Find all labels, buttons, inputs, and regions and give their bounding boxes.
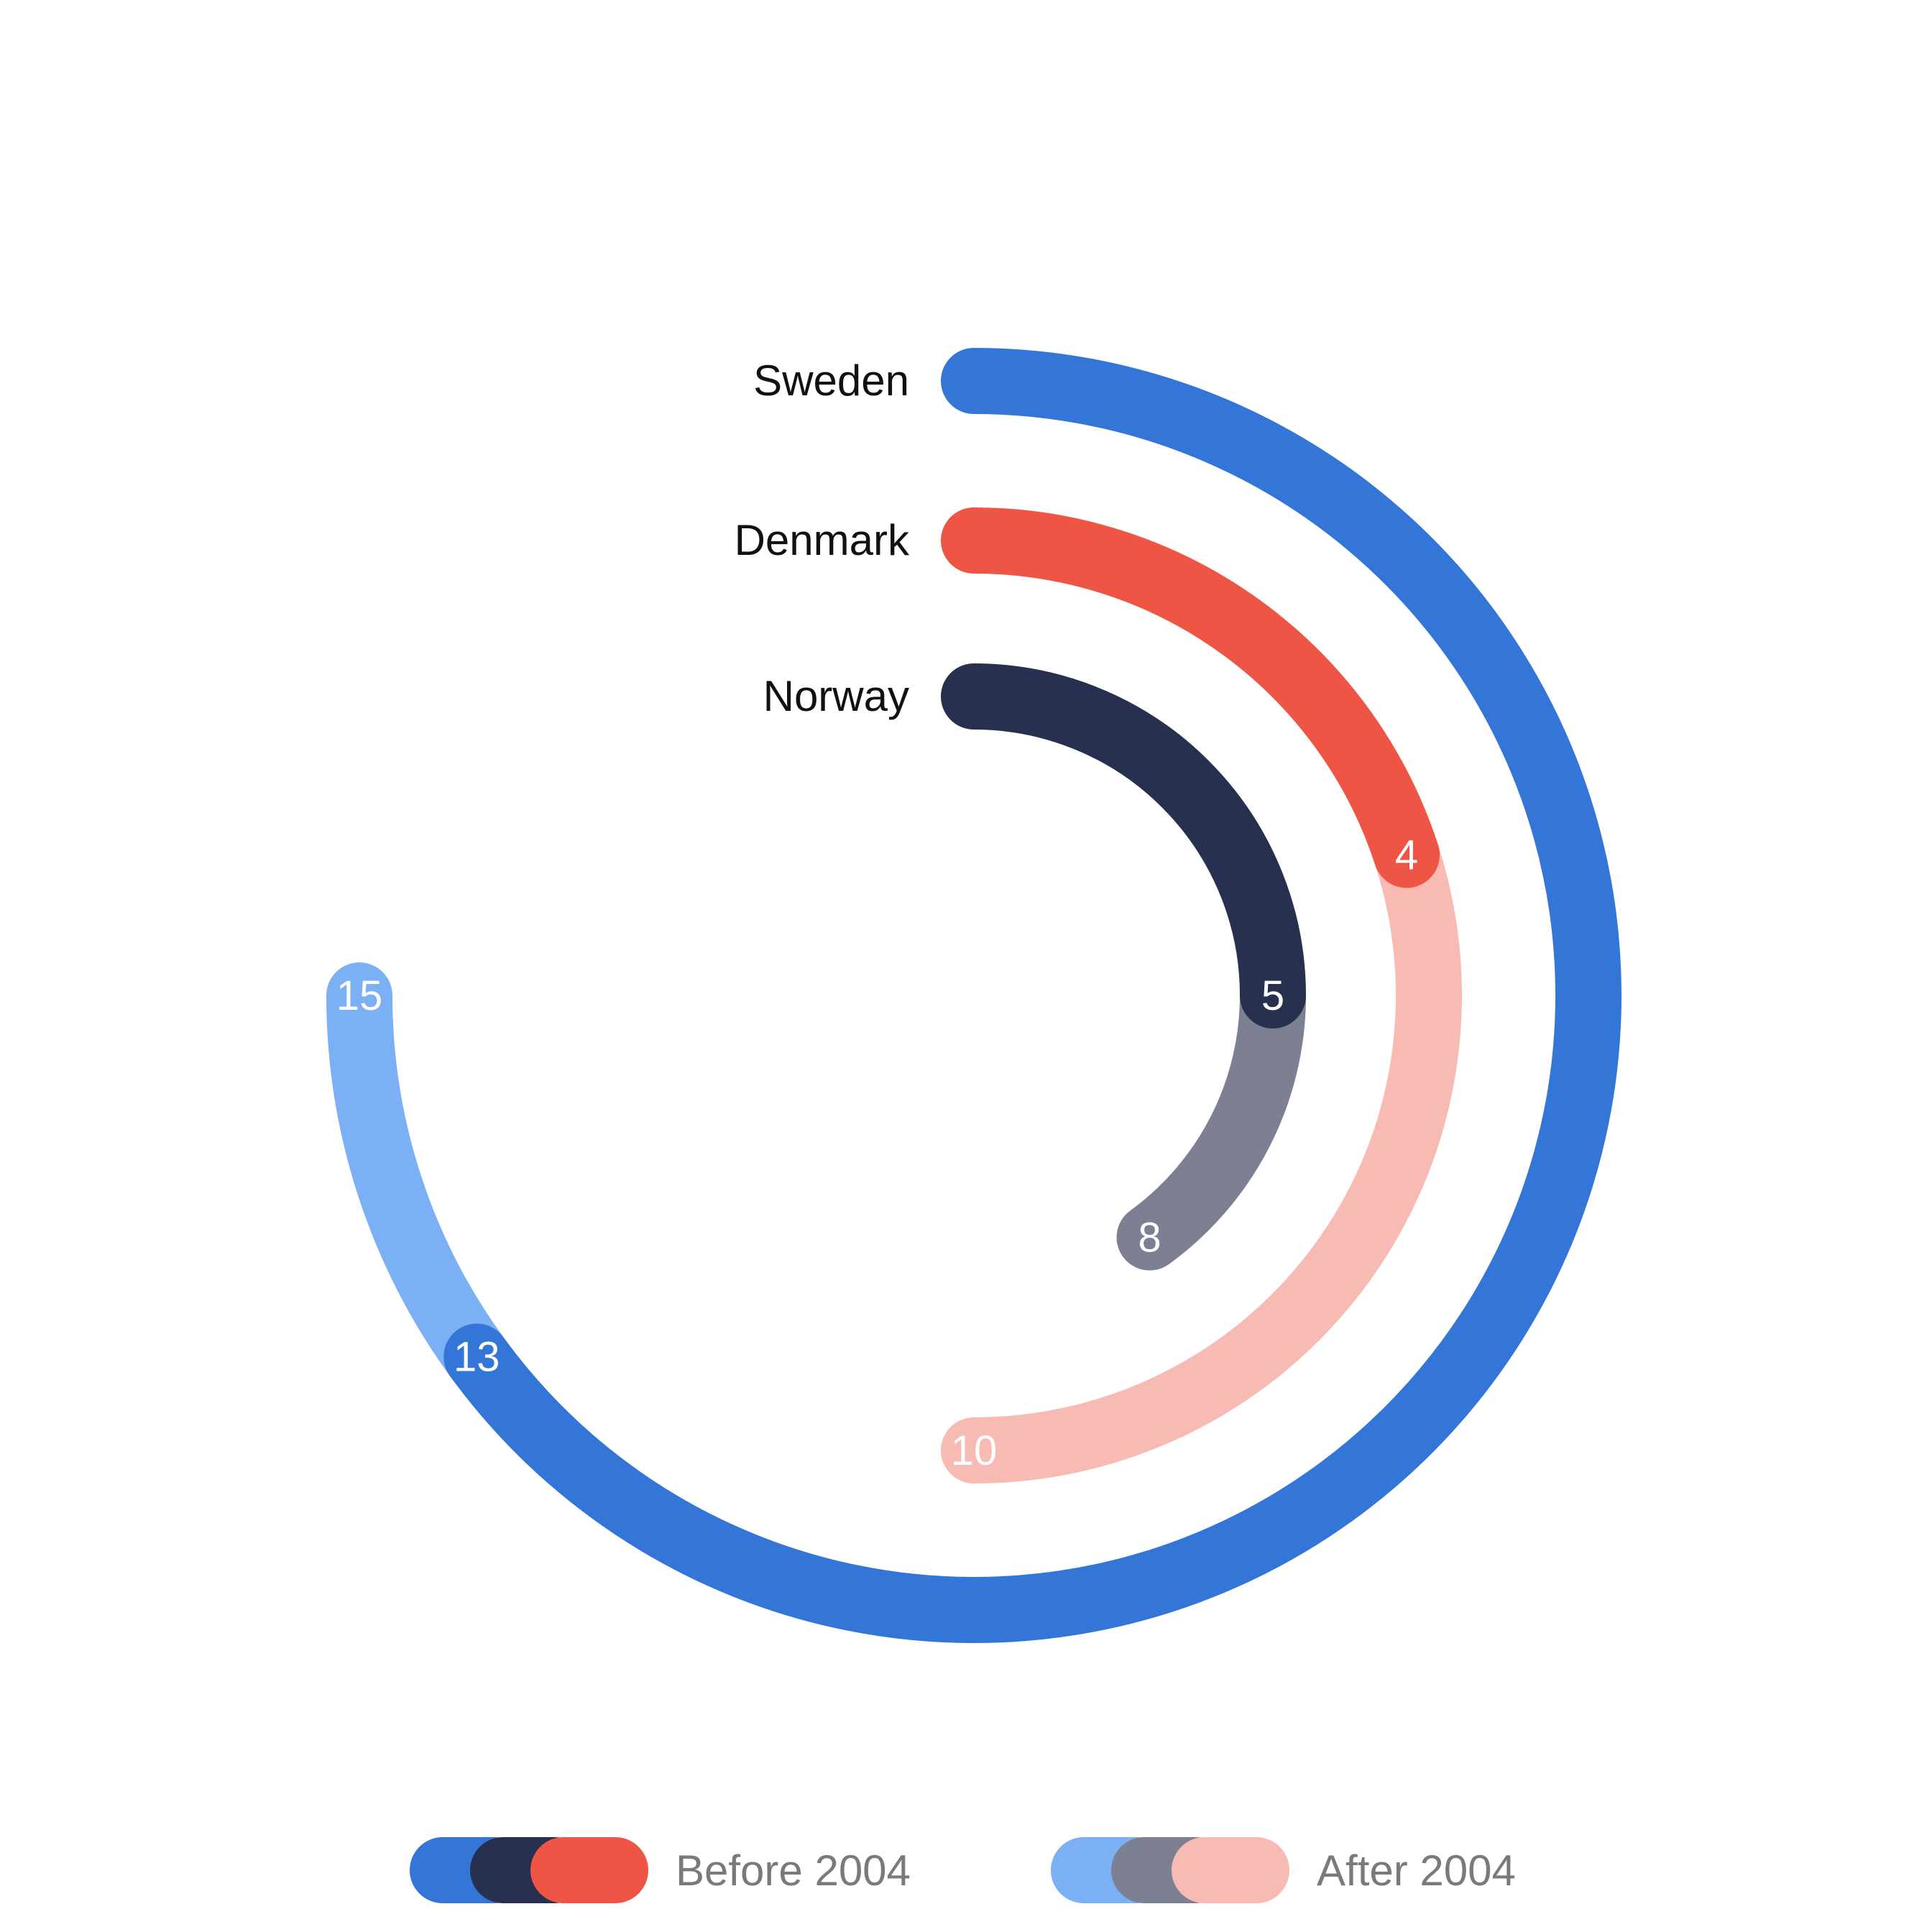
legend-label: Before 2004 <box>676 1846 911 1895</box>
denmark-before-2004-arc <box>941 507 1440 888</box>
norway-label: Norway <box>763 672 909 720</box>
legend-swatch <box>1172 1837 1289 1903</box>
legend-item-before-2004: Before 2004 <box>410 1837 911 1903</box>
legend-item-after-2004: After 2004 <box>1051 1837 1516 1903</box>
norway-before-2004-arc <box>941 663 1306 1029</box>
denmark-after-2004-arc <box>941 822 1462 1484</box>
sweden-before-2004-arc <box>443 348 1622 1643</box>
denmark-after-2004-value: 10 <box>951 1427 998 1474</box>
chart-arcs <box>326 348 1622 1643</box>
norway-after-2004-arc <box>1116 962 1306 1271</box>
sweden-after-2004-value: 15 <box>336 972 383 1019</box>
norway-before-2004-value: 5 <box>1261 972 1284 1019</box>
sweden-before-2004-value: 13 <box>454 1334 500 1381</box>
chart-labels: Sweden 13 15 Denmark 4 10 Norway 5 8 <box>336 356 1418 1474</box>
sweden-after-2004-arc <box>326 962 510 1390</box>
norway-after-2004-value: 8 <box>1138 1215 1161 1261</box>
legend-label: After 2004 <box>1317 1846 1516 1895</box>
denmark-before-2004-value: 4 <box>1395 832 1418 878</box>
legend: Before 2004 After 2004 <box>410 1837 1516 1903</box>
denmark-label: Denmark <box>735 516 910 564</box>
legend-swatch <box>530 1837 648 1903</box>
sweden-label: Sweden <box>753 356 909 405</box>
